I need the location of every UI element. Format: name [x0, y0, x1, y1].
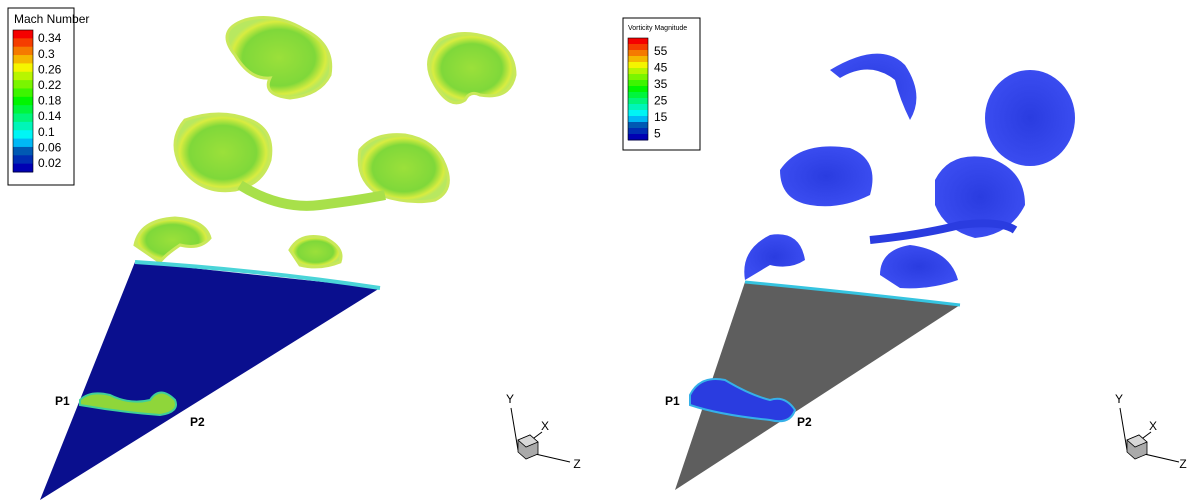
axis-label: Y: [1115, 392, 1123, 406]
colorbar-band: [628, 80, 648, 87]
axis-label: Y: [506, 392, 514, 406]
legend-tick-label: 5: [654, 127, 661, 141]
colorbar-band: [628, 98, 648, 105]
colorbar-band: [13, 121, 33, 131]
legend-tick-label: 0.3: [38, 47, 55, 61]
colorbar-band: [628, 62, 648, 69]
point-label: P2: [190, 415, 205, 429]
colorbar-band: [628, 110, 648, 117]
colorbar-band: [13, 38, 33, 48]
colorbar-band: [628, 134, 648, 141]
colorbar-band: [628, 92, 648, 99]
legend-tick-label: 25: [654, 94, 668, 108]
colorbar-band: [13, 46, 33, 56]
axis-y: [510, 407, 519, 451]
legend-tick-label: 0.26: [38, 62, 62, 76]
legend-tick-label: 0.22: [38, 78, 62, 92]
vorticity-field: [675, 53, 1075, 490]
legend-tick-label: 0.18: [38, 94, 62, 108]
colorbar-band: [628, 122, 648, 129]
colorbar-band: [13, 113, 33, 123]
colorbar-band: [13, 146, 33, 156]
axis-label: X: [1149, 419, 1157, 433]
point-label: P2: [797, 415, 812, 429]
colorbar-band: [628, 56, 648, 63]
colorbar-band: [628, 104, 648, 111]
colorbar-band: [628, 86, 648, 93]
axis-label: X: [541, 419, 549, 433]
legend-tick-label: 45: [654, 61, 668, 75]
point-label: P1: [665, 394, 680, 408]
colorbar-band: [628, 116, 648, 123]
colorbar-band: [628, 38, 648, 45]
axis-label: Z: [1179, 457, 1186, 471]
colorbar-band: [628, 74, 648, 81]
colorbar-frame: [12, 29, 34, 173]
colorbar-band: [628, 68, 648, 75]
colorbar-band: [13, 105, 33, 115]
point-label: P1: [55, 394, 70, 408]
colorbar-band: [13, 30, 33, 39]
triad-cube-top: [517, 434, 539, 448]
legend-tick-label: 35: [654, 77, 668, 91]
colorbar-frame: [627, 37, 649, 141]
colorbar-band: [13, 96, 33, 106]
colorbar-band: [13, 88, 33, 98]
legend-tick-label: 15: [654, 110, 668, 124]
legend-tick-label: 55: [654, 44, 668, 58]
colorbar-band: [13, 130, 33, 140]
legend-tick-label: 0.02: [38, 156, 62, 170]
legend-tick-label: 0.34: [38, 31, 62, 45]
colorbar-band: [13, 138, 33, 148]
colorbar-band: [13, 63, 33, 73]
colorbar-band: [13, 71, 33, 81]
colorbar-band: [13, 163, 33, 173]
colorbar-band: [628, 128, 648, 135]
mach-field: [40, 16, 517, 500]
legend-tick-label: 0.1: [38, 125, 55, 139]
colorbar-band: [13, 155, 33, 165]
axis-label: Z: [573, 457, 580, 471]
colorbar-band: [628, 50, 648, 57]
colorbar-band: [13, 80, 33, 89]
triad-cube-top: [1126, 434, 1148, 448]
colorbar-band: [13, 55, 33, 64]
legend-title: Mach Number: [14, 12, 89, 26]
legend-tick-label: 0.14: [38, 109, 62, 123]
legend-title: Vorticity Magnitude: [628, 25, 687, 32]
axis-y: [1119, 407, 1128, 451]
legend-tick-label: 0.06: [38, 140, 62, 154]
colorbar-band: [628, 44, 648, 51]
